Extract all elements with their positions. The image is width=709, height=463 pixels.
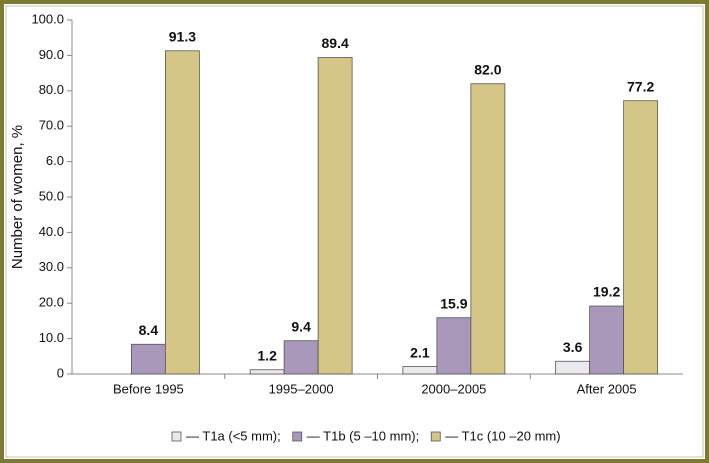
bar: [623, 100, 659, 375]
y-tick-label: 80.0: [39, 82, 64, 97]
value-label: 8.4: [139, 322, 159, 338]
legend-swatch: [171, 431, 182, 442]
value-label: 1.2: [257, 347, 277, 363]
y-tick-label: 100.0: [31, 11, 64, 26]
x-tick-label: 2000–2005: [421, 381, 486, 396]
value-label: 3.6: [563, 339, 583, 355]
legend-swatch: [430, 431, 441, 442]
bar: [589, 305, 625, 375]
value-label: 91.3: [169, 29, 196, 45]
legend-label: — T1c (10 –20 mm): [445, 428, 560, 443]
y-tick-label: 90.0: [39, 47, 64, 62]
y-tick-label: 30.0: [39, 259, 64, 274]
bar: [436, 317, 472, 375]
y-tick-label: 40.0: [39, 224, 64, 239]
y-tick-label: 10.0: [39, 330, 64, 345]
bar: [555, 360, 591, 375]
bar: [130, 343, 166, 375]
y-axis-label: Number of women, %: [9, 125, 26, 269]
y-tick-label: 6.0: [46, 153, 64, 168]
value-label: 9.4: [291, 318, 311, 334]
bar: [164, 50, 200, 375]
value-label: 89.4: [322, 35, 349, 51]
y-tick-label: 0: [57, 365, 64, 380]
value-label: 82.0: [474, 61, 501, 77]
legend-swatch: [292, 431, 303, 442]
bar: [283, 340, 319, 375]
x-tick-label: Before 1995: [113, 381, 184, 396]
y-tick-label: 50.0: [39, 188, 64, 203]
x-tick-label: After 2005: [577, 381, 637, 396]
inner-frame: [5, 5, 704, 458]
bar: [402, 366, 438, 375]
bar: [249, 369, 285, 375]
bar: [470, 83, 506, 375]
legend-label: — T1a (<5 mm);: [186, 428, 281, 443]
y-tick-label: 70.0: [39, 118, 64, 133]
value-label: 15.9: [440, 295, 467, 311]
bar: [317, 57, 353, 375]
value-label: 19.2: [593, 284, 620, 300]
y-tick-label: 20.0: [39, 295, 64, 310]
legend-label: — T1b (5 –10 mm);: [307, 428, 419, 443]
x-tick-label: 1995–2000: [269, 381, 334, 396]
value-label: 77.2: [627, 78, 654, 94]
value-label: 2.1: [410, 344, 430, 360]
